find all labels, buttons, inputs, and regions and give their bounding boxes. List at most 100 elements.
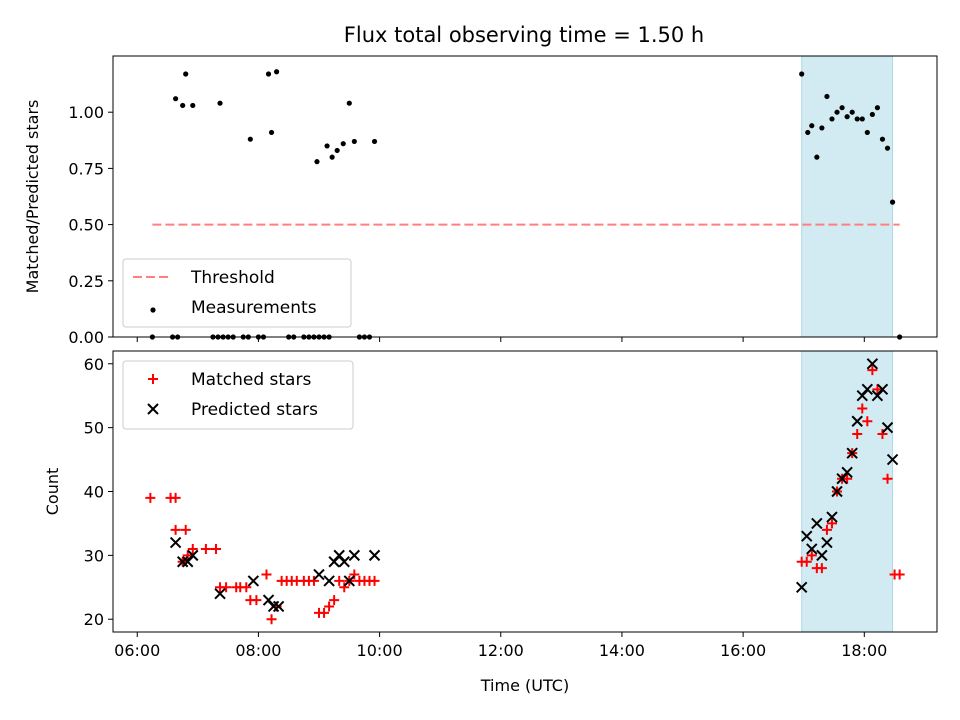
shaded-interval <box>801 56 893 337</box>
measurements-point <box>183 71 189 77</box>
measurements-point <box>834 109 840 115</box>
legend-label: Threshold <box>190 268 275 288</box>
measurements-point <box>844 114 850 120</box>
legend-label: Matched stars <box>191 370 311 390</box>
measurements-point <box>879 136 886 142</box>
predicted-stars-point <box>214 587 226 600</box>
axes-frame <box>112 350 938 633</box>
measurements-point <box>849 109 855 115</box>
matched-stars-point <box>872 384 883 395</box>
measurements-point <box>180 102 186 109</box>
legend-swatch <box>147 403 159 415</box>
measurements-point <box>190 102 196 109</box>
legend-label: Measurements <box>191 298 317 318</box>
measurements-point <box>247 136 253 142</box>
predicted-stars-point <box>866 358 879 370</box>
predicted-stars-point <box>267 600 280 613</box>
measurements-point <box>334 147 340 154</box>
legend-box <box>122 258 352 328</box>
count-panel: 20 30 40 50 60 06:00 08:00 10:00 12:00 14:00 16:00… <box>43 350 938 695</box>
measurements-point <box>874 105 881 111</box>
predicted-stars-point <box>338 556 350 568</box>
predicted-stars-point <box>343 575 356 587</box>
matched-stars-point <box>200 543 211 554</box>
predicted-stars-point <box>368 549 381 562</box>
matched-stars-point <box>329 595 340 606</box>
matched-stars-point <box>241 582 252 593</box>
measurements-point <box>809 123 815 129</box>
y-axis-label: Count <box>43 468 62 516</box>
measurements-point <box>351 138 357 145</box>
predicted-stars-point <box>169 536 182 549</box>
matched-stars-point <box>877 429 888 440</box>
predicted-stars-point <box>846 447 858 459</box>
y-tick-label: 0.50 <box>68 216 104 235</box>
matched-stars-point <box>349 569 360 580</box>
matched-stars-point <box>882 473 893 484</box>
predicted-stars-point <box>831 485 843 498</box>
measurements-point <box>854 116 860 122</box>
predicted-stars-point <box>272 600 285 613</box>
measurements-point <box>859 116 865 122</box>
y-tick-label: 30 <box>84 546 104 565</box>
x-tick-label: 10:00 <box>357 641 403 660</box>
y-tick-label: 0.25 <box>68 272 104 291</box>
matched-stars-point <box>339 582 350 593</box>
measurements-point <box>889 199 896 205</box>
measurements-point <box>839 105 845 111</box>
matched-stars-point <box>145 492 156 503</box>
measurements-point <box>799 71 805 77</box>
legend: Matched stars Predicted stars <box>122 360 354 430</box>
predicted-stars-point <box>816 549 828 562</box>
measurements-point <box>273 69 280 75</box>
x-tick-label: 08:00 <box>235 641 281 660</box>
x-tick-label: 16:00 <box>720 641 766 660</box>
measurements-point <box>329 154 335 160</box>
predicted-stars-point <box>187 549 199 562</box>
measurements-point <box>346 100 352 106</box>
predicted-stars-point <box>841 466 853 479</box>
y-axis-label: Matched/Predicted stars <box>23 100 42 294</box>
matched-stars-point <box>182 550 193 561</box>
x-tick-label: 06:00 <box>114 641 160 660</box>
matched-stars-point <box>324 601 335 612</box>
matched-stars-point <box>826 518 837 529</box>
matched-stars-point <box>852 429 863 440</box>
predicted-stars-point <box>348 549 361 562</box>
predicted-stars-point <box>801 530 813 542</box>
matched-stars-point <box>170 492 181 503</box>
measurements-point <box>268 129 275 136</box>
measurements-point <box>814 154 820 160</box>
matched-stars-point <box>801 556 812 567</box>
measurements-point <box>173 96 179 102</box>
axes-frame <box>112 55 938 338</box>
measurements-point <box>805 129 811 136</box>
measurements-point <box>819 125 825 131</box>
matched-stars-point <box>857 403 868 414</box>
matched-stars-point <box>266 614 277 625</box>
y-tick-label: 50 <box>84 419 104 438</box>
measurements-point <box>884 145 891 151</box>
legend-swatch <box>148 374 158 384</box>
predicted-stars-point <box>826 511 838 523</box>
y-tick-label: 60 <box>84 355 104 374</box>
matched-stars-point <box>821 524 832 535</box>
measurements-point <box>265 71 272 77</box>
predicted-stars-point <box>881 421 894 434</box>
predicted-stars-point <box>886 453 899 466</box>
x-axis-label: Time (UTC) <box>480 676 569 695</box>
matched-stars-point <box>251 595 262 606</box>
predicted-stars-point <box>861 383 874 396</box>
matched-stars-point <box>211 543 221 554</box>
matched-stars-point <box>867 365 878 376</box>
predicted-stars-point <box>821 536 833 549</box>
matched-stars-point <box>842 473 853 484</box>
measurements-point <box>314 159 320 165</box>
x-tick-label: 14:00 <box>599 641 645 660</box>
matched-stars-point <box>261 569 272 580</box>
legend: Threshold Measurements <box>122 258 352 328</box>
predicted-stars-point <box>851 415 863 427</box>
measurements-point <box>829 116 835 122</box>
measurements-point <box>371 138 378 145</box>
